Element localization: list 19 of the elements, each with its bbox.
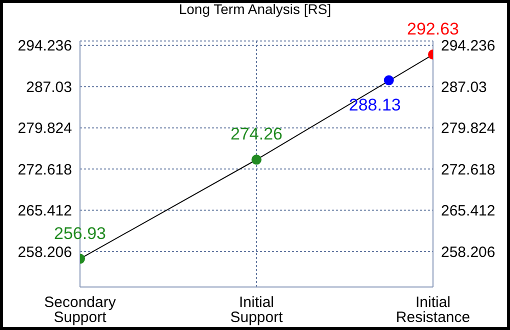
y2-tick-label: 294.236 xyxy=(441,38,496,55)
data-label: 274.26 xyxy=(230,124,282,144)
x-tick-label: Initial Resistance xyxy=(396,294,470,326)
y2-tick-label: 258.206 xyxy=(441,244,496,261)
y-tick-label: 294.236 xyxy=(18,38,72,55)
x-tick-label: Initial Support xyxy=(230,294,284,326)
y-tick-label: 258.206 xyxy=(18,244,72,261)
y2-tick-label: 272.618 xyxy=(441,161,496,178)
y-tick-label: 279.824 xyxy=(18,120,72,138)
y2-tick-label: 279.824 xyxy=(441,120,496,138)
x-tick-label: Secondary Support xyxy=(44,294,116,326)
y-tick-label: 265.412 xyxy=(18,202,72,220)
data-label: 292.63 xyxy=(407,20,459,39)
y-tick-label: 272.618 xyxy=(18,161,72,178)
chart-title: Long Term Analysis [RS] xyxy=(178,1,332,17)
data-label: 288.13 xyxy=(348,95,401,114)
y2-tick-label: 265.412 xyxy=(441,202,496,220)
y2-tick-label: 287.03 xyxy=(441,78,487,96)
y-tick-label: 287.03 xyxy=(26,78,72,96)
